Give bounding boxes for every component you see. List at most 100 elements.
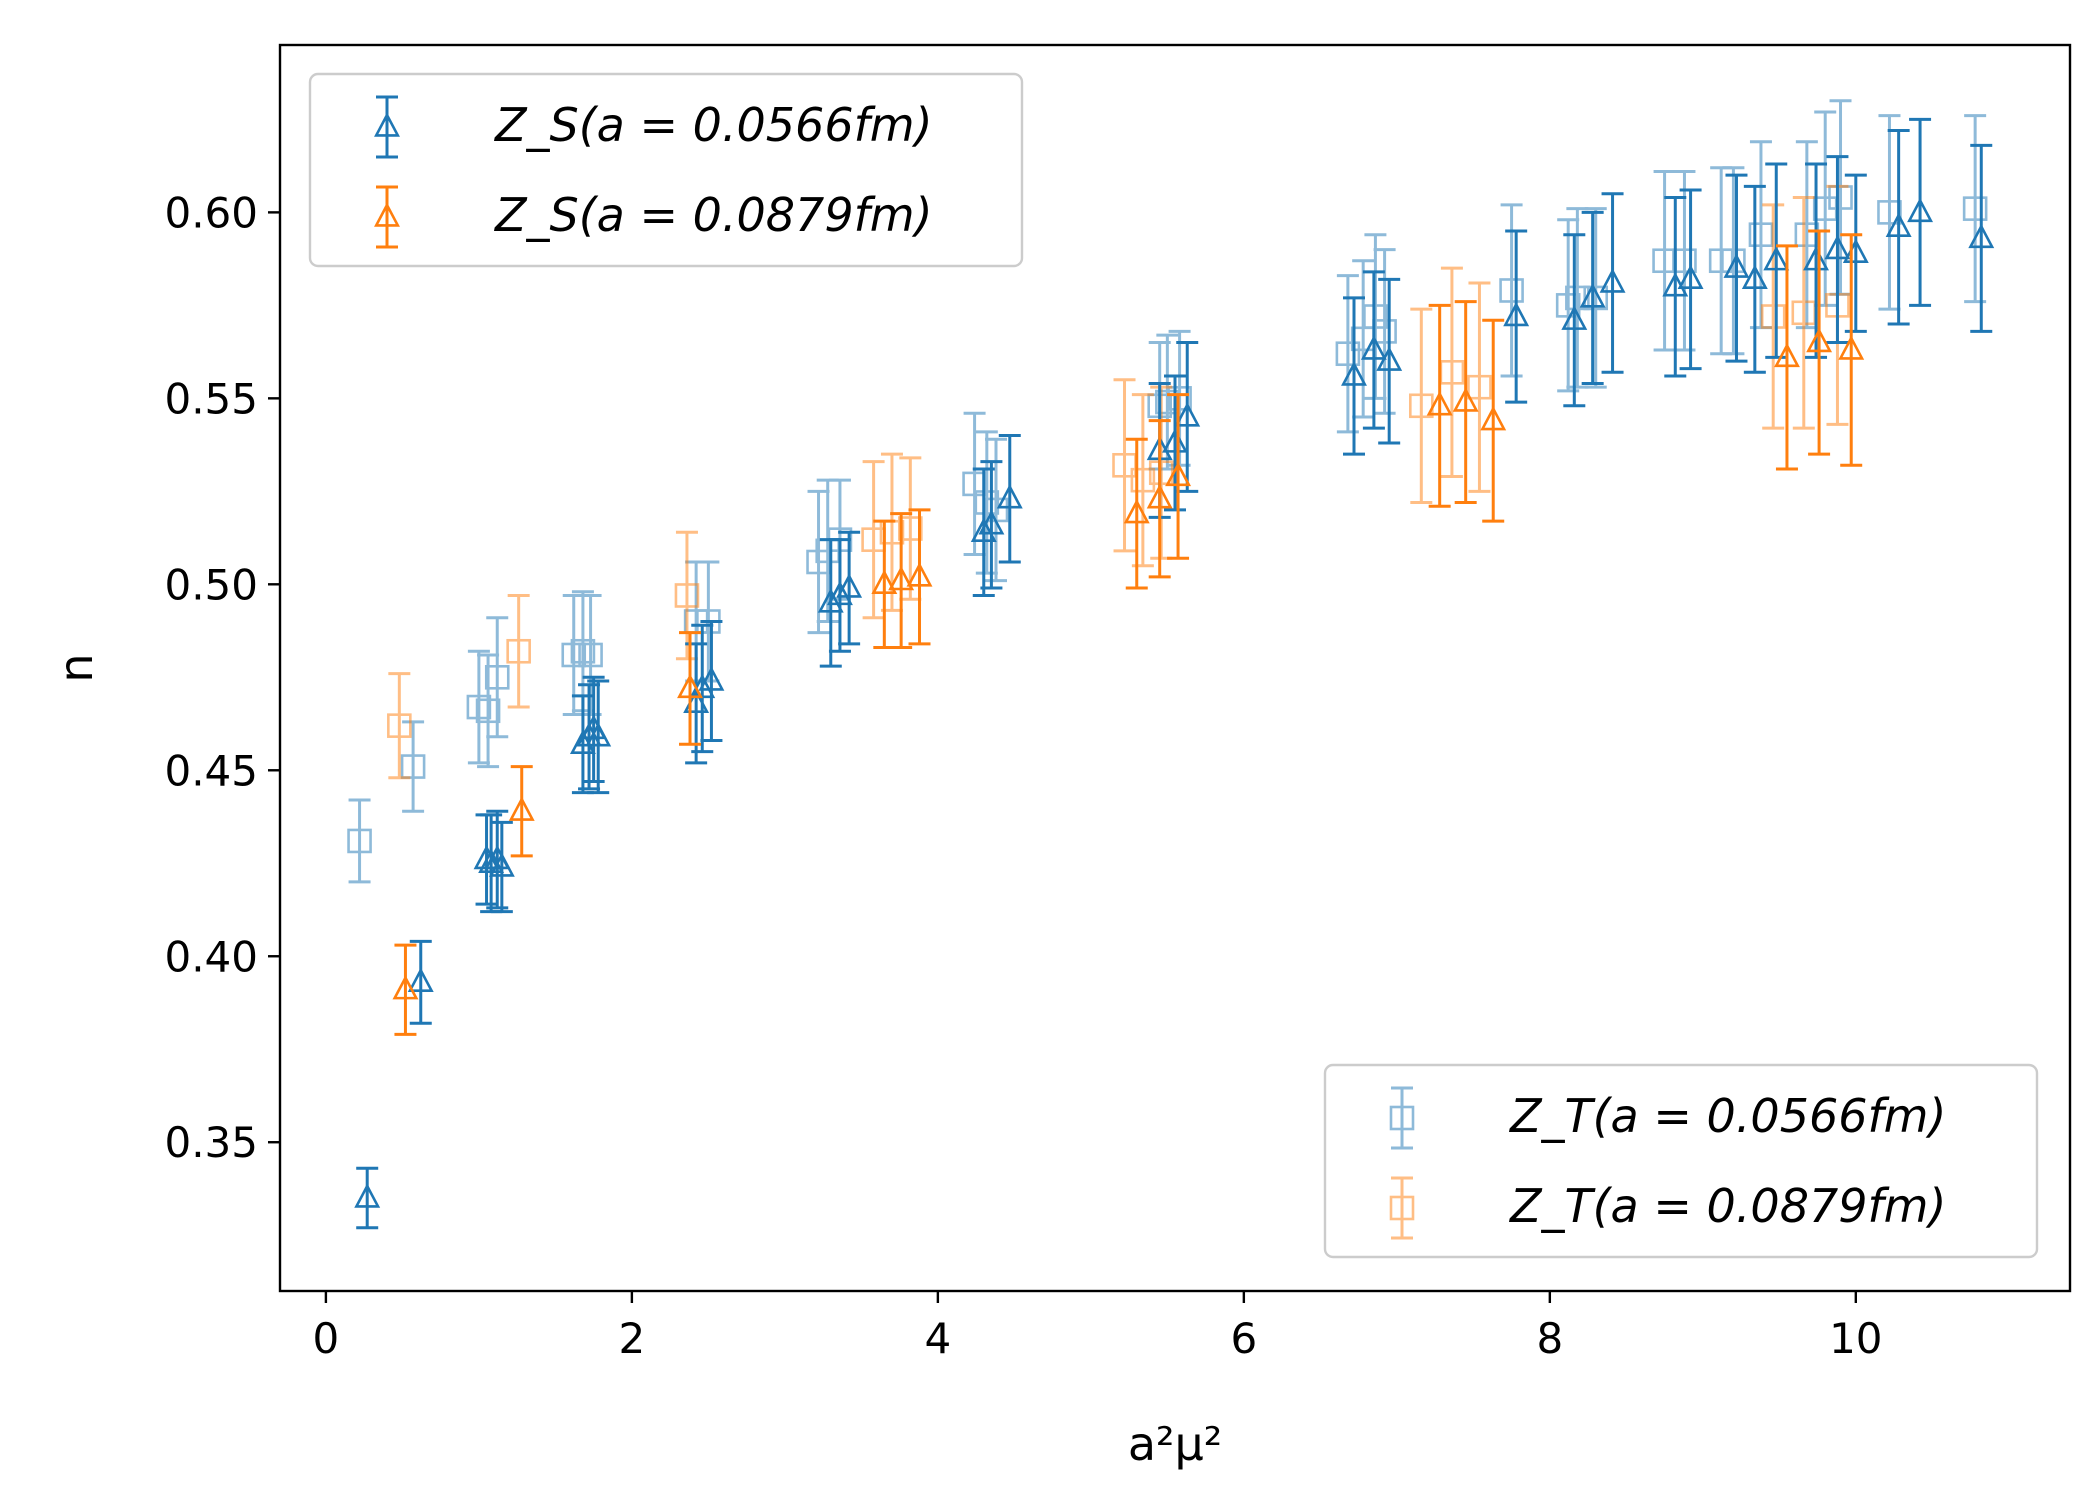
legend-box: [308, 72, 1024, 268]
data-point: [488, 820, 515, 914]
square-marker: [1565, 285, 1590, 311]
square-marker: [1467, 374, 1492, 400]
x-tick-label: 6: [1230, 1314, 1257, 1363]
legend-upper-left: Z_S(a = 0.0566fm) Z_S(a = 0.0879fm): [308, 72, 1024, 268]
data-point: [1803, 162, 1829, 359]
data-point: [1363, 233, 1388, 400]
data-point: [1565, 207, 1590, 389]
data-point: [974, 430, 1000, 575]
data-point: [1426, 303, 1453, 508]
triangle-marker: [888, 565, 915, 591]
data-point: [392, 943, 419, 1036]
triangle-marker: [1146, 483, 1173, 509]
data-point: [978, 460, 1005, 590]
series-3: [387, 184, 1850, 780]
triangle-marker: [996, 483, 1023, 509]
triangle-marker: [1599, 268, 1626, 293]
legend-marker-zs-0879: [374, 185, 400, 249]
triangle-marker: [1480, 405, 1507, 431]
data-point: [1503, 229, 1530, 404]
data-point: [1130, 393, 1156, 568]
square-marker: [1555, 293, 1581, 318]
data-point: [906, 508, 933, 646]
data-point: [871, 519, 898, 650]
data-point: [888, 512, 915, 650]
legend-label-zs-0879: Z_S(a = 0.0879fm): [493, 188, 933, 242]
triangle-marker: [374, 202, 400, 227]
square-marker: [1389, 1105, 1415, 1131]
data-point: [1583, 207, 1609, 389]
triangle-marker: [1376, 346, 1403, 371]
y-tick-label: 0.40: [164, 932, 258, 981]
triangle-marker: [906, 562, 933, 587]
triangle-marker: [1741, 264, 1768, 290]
triangle-marker: [826, 580, 853, 606]
legend-marker-zs-0566: [374, 95, 400, 159]
y-tick-label: 0.50: [164, 560, 258, 609]
x-tick-label: 2: [619, 1314, 646, 1363]
data-point: [1499, 203, 1524, 378]
legend-marker-zt-0879: [1389, 1176, 1415, 1240]
y-tick-label: 0.60: [164, 188, 258, 237]
data-point: [1174, 341, 1201, 493]
legend-label-zt-0566: Z_T(a = 0.0566fm): [1508, 1089, 1946, 1143]
square-marker: [974, 490, 1000, 515]
square-marker: [1672, 248, 1697, 274]
data-point: [996, 434, 1023, 564]
square-marker: [1583, 285, 1609, 311]
legend-box: [1323, 1063, 2039, 1259]
data-point: [1968, 143, 1995, 333]
triangle-marker: [698, 666, 725, 691]
square-marker: [1721, 248, 1746, 274]
triangle-marker: [817, 588, 844, 613]
data-point: [506, 593, 531, 709]
triangle-marker: [1162, 428, 1188, 453]
y-tick-label: 0.55: [164, 374, 258, 423]
data-point: [1452, 300, 1479, 504]
y-tick-label: 0.45: [164, 746, 258, 795]
triangle-marker: [1452, 387, 1479, 412]
data-point: [1877, 114, 1902, 311]
data-point: [1760, 203, 1786, 430]
square-marker: [484, 664, 510, 690]
x-axis-label: a²μ²: [1128, 1417, 1222, 1471]
data-point: [1885, 129, 1912, 326]
data-point: [1165, 393, 1192, 560]
data-point: [585, 679, 612, 795]
triangle-marker: [1123, 498, 1150, 524]
triangle-marker: [374, 112, 400, 137]
legend-label-zs-0566: Z_S(a = 0.0566fm): [493, 98, 933, 152]
triangle-marker: [836, 573, 863, 598]
data-layer: [347, 99, 1995, 1230]
triangle-marker: [1824, 234, 1851, 260]
data-point: [387, 672, 412, 780]
data-point: [1806, 229, 1833, 456]
triangle-marker: [978, 510, 1005, 535]
square-marker: [1130, 467, 1156, 493]
data-point: [674, 530, 700, 661]
square-marker: [475, 698, 501, 724]
data-point: [836, 530, 863, 646]
triangle-marker: [354, 1183, 381, 1208]
x-tick-label: 8: [1536, 1314, 1563, 1363]
triangle-marker: [1677, 264, 1704, 290]
triangle-marker: [585, 722, 612, 747]
square-marker: [1962, 196, 1988, 221]
triangle-marker: [1803, 245, 1829, 271]
data-point: [1376, 277, 1403, 445]
legend-lower-right: Z_T(a = 0.0566fm) Z_T(a = 0.0879fm): [1323, 1063, 2039, 1259]
triangle-marker: [1561, 305, 1588, 330]
data-point: [1467, 281, 1492, 493]
square-marker: [578, 642, 603, 668]
data-point: [1146, 419, 1173, 579]
triangle-marker: [1968, 223, 1995, 249]
legend-marker-zt-0566: [1389, 1086, 1415, 1150]
data-point: [347, 798, 372, 884]
square-marker: [1167, 386, 1192, 411]
data-point: [1162, 374, 1188, 512]
y-axis-label: n: [49, 653, 103, 682]
triangle-marker: [970, 517, 997, 542]
triangle-marker: [1907, 197, 1934, 223]
data-point: [354, 1166, 381, 1230]
data-point: [677, 631, 703, 746]
